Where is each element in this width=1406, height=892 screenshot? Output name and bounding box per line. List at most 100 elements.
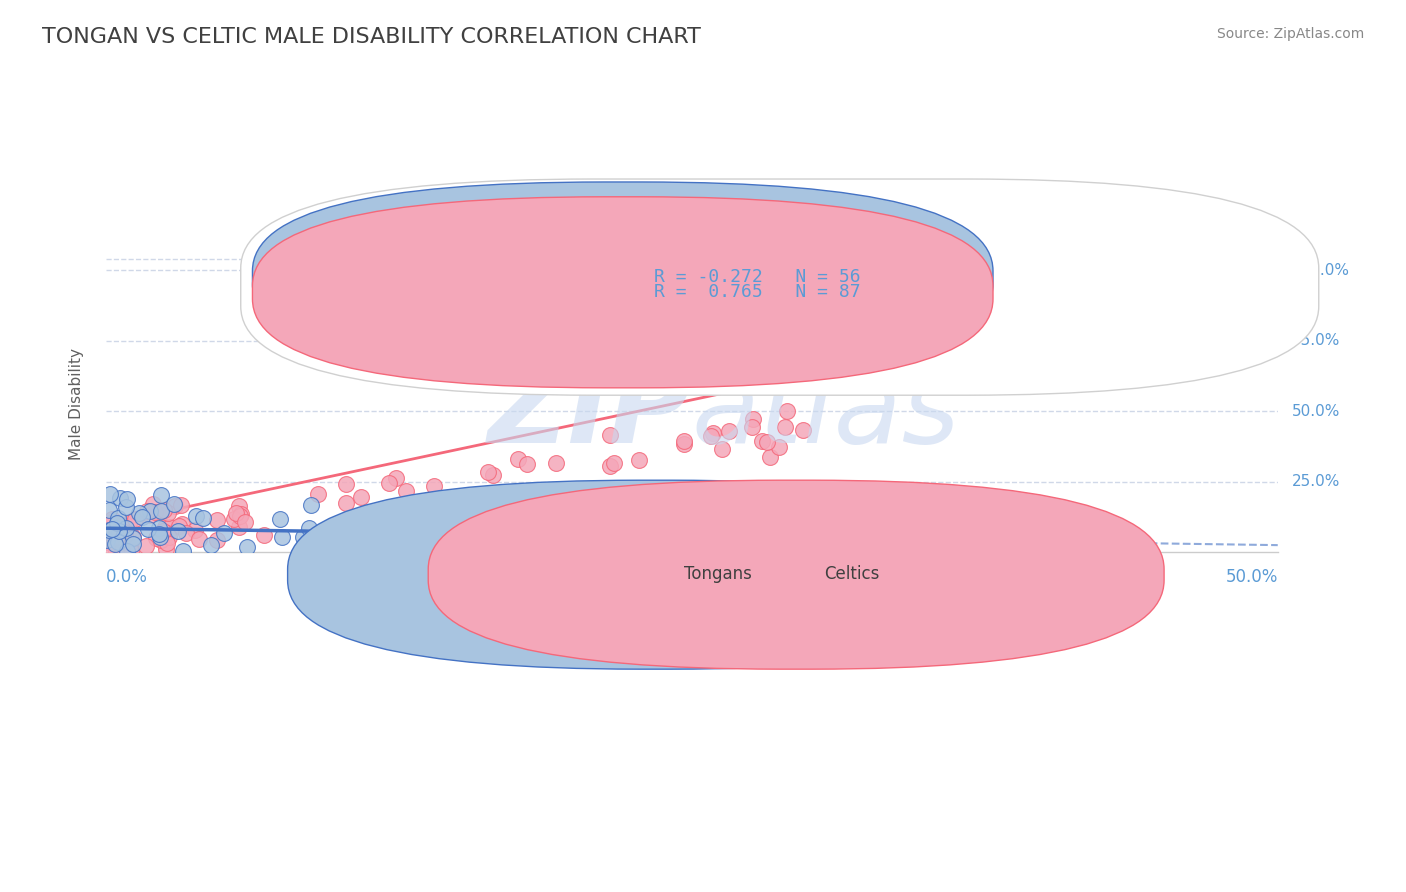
Point: [342, 518, 364, 533]
Text: 50.0%: 50.0%: [1292, 404, 1340, 418]
Point: [673, 434, 696, 448]
Point: [700, 429, 723, 443]
Point: [894, 525, 917, 540]
Point: [508, 452, 530, 467]
Point: [117, 491, 139, 506]
Point: [159, 519, 181, 533]
Point: [156, 506, 179, 520]
Point: [350, 490, 373, 504]
Point: [292, 530, 315, 544]
Point: [120, 541, 142, 555]
Text: R =  0.765   N = 87: R = 0.765 N = 87: [654, 283, 860, 301]
FancyBboxPatch shape: [253, 182, 993, 373]
Point: [96, 533, 118, 547]
Point: [792, 423, 814, 437]
Point: [873, 524, 896, 539]
Point: [121, 531, 143, 545]
Point: [107, 531, 129, 545]
Point: [212, 525, 235, 540]
Point: [111, 524, 134, 538]
Point: [111, 528, 134, 542]
Point: [184, 509, 207, 524]
Point: [131, 509, 153, 524]
Text: 100.0%: 100.0%: [1292, 262, 1350, 277]
Point: [522, 500, 544, 515]
Point: [136, 522, 159, 536]
Point: [100, 533, 122, 548]
Point: [101, 512, 124, 526]
Point: [100, 515, 122, 529]
Point: [149, 533, 172, 547]
Point: [112, 524, 135, 539]
Point: [156, 526, 179, 541]
Point: [156, 536, 179, 550]
FancyBboxPatch shape: [240, 179, 1319, 395]
Point: [200, 538, 222, 552]
Point: [115, 543, 138, 558]
Point: [135, 539, 157, 553]
Point: [152, 524, 174, 538]
Point: [335, 477, 357, 491]
Point: [96, 534, 118, 549]
Point: [633, 525, 655, 540]
Text: R = -0.272   N = 56: R = -0.272 N = 56: [654, 268, 860, 286]
Point: [477, 465, 499, 479]
Point: [776, 404, 799, 418]
Point: [560, 524, 582, 538]
Point: [205, 533, 228, 547]
Point: [121, 536, 143, 550]
Point: [603, 456, 626, 470]
Point: [114, 528, 136, 542]
Point: [153, 520, 176, 534]
Point: [860, 524, 883, 539]
Point: [163, 500, 186, 514]
Point: [101, 522, 124, 536]
Point: [135, 504, 157, 518]
Point: [111, 543, 134, 558]
FancyBboxPatch shape: [429, 480, 1164, 669]
Point: [170, 517, 193, 532]
Text: Tongans: Tongans: [683, 566, 752, 583]
Point: [751, 434, 773, 448]
Point: [139, 508, 162, 522]
Point: [384, 471, 406, 485]
Point: [299, 498, 322, 512]
Point: [432, 533, 454, 547]
Point: [702, 425, 724, 440]
Point: [225, 507, 247, 521]
Point: [768, 441, 790, 455]
FancyBboxPatch shape: [288, 480, 1024, 669]
Text: Male Disability: Male Disability: [69, 348, 84, 460]
Point: [228, 520, 250, 534]
Point: [717, 424, 740, 438]
Point: [100, 526, 122, 541]
Point: [229, 509, 252, 524]
Point: [107, 511, 129, 525]
Point: [143, 505, 166, 519]
Point: [104, 521, 127, 535]
Point: [122, 531, 145, 545]
Point: [110, 519, 132, 533]
Point: [98, 487, 121, 501]
Text: 25.0%: 25.0%: [1292, 475, 1340, 489]
Point: [96, 524, 118, 539]
Point: [236, 541, 259, 555]
Point: [627, 453, 650, 467]
Text: 50.0%: 50.0%: [1226, 568, 1278, 586]
Text: Celtics: Celtics: [824, 566, 880, 583]
Point: [107, 532, 129, 546]
Point: [741, 420, 763, 434]
FancyBboxPatch shape: [253, 197, 993, 388]
Text: ZIP: ZIP: [488, 359, 692, 467]
Point: [599, 428, 621, 442]
Point: [120, 543, 142, 558]
Point: [231, 508, 253, 522]
Point: [377, 476, 399, 491]
Text: 75.0%: 75.0%: [1292, 333, 1340, 348]
Point: [115, 500, 138, 515]
Point: [516, 458, 538, 472]
Point: [742, 412, 765, 426]
Point: [253, 527, 276, 541]
Point: [155, 541, 177, 556]
Point: [271, 529, 294, 543]
